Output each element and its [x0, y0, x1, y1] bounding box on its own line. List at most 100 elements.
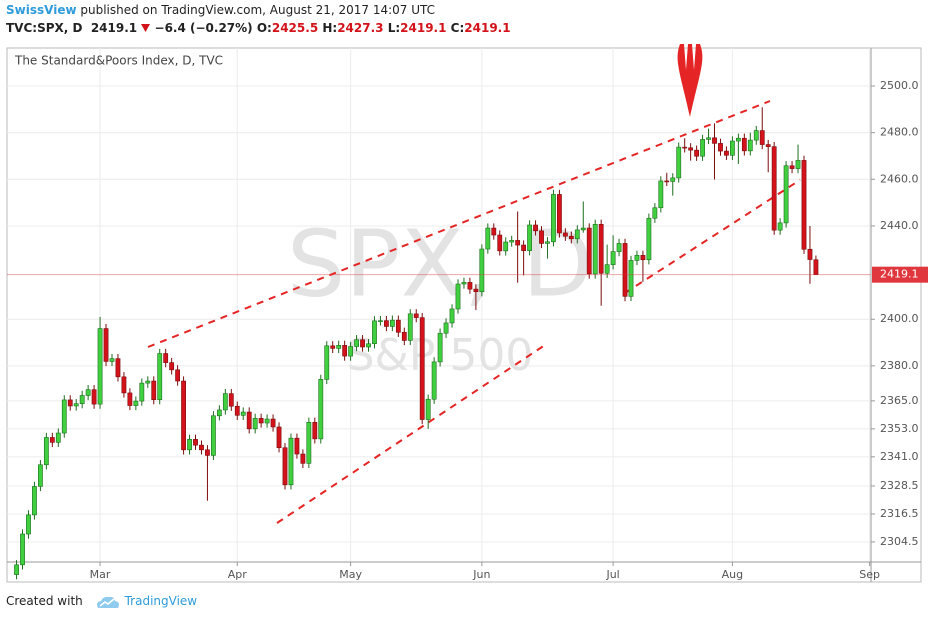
candle-body	[455, 283, 461, 310]
published: published on TradingView.com, August 21,…	[80, 3, 436, 17]
candle-body	[318, 379, 324, 440]
candle-body	[562, 232, 568, 237]
candle-body	[145, 380, 151, 384]
h-label: H:	[322, 21, 338, 35]
x-tick-label: Jun	[472, 568, 490, 581]
candle-body	[360, 339, 365, 348]
candle-body	[574, 229, 580, 240]
candle-body	[413, 313, 419, 318]
candle-body	[795, 160, 801, 169]
candle-body	[372, 320, 377, 345]
candle-body	[580, 227, 586, 231]
candle-body	[533, 224, 538, 232]
candle-body	[688, 147, 694, 151]
candle-body	[264, 418, 270, 424]
candle-body	[151, 380, 157, 400]
candle-body	[682, 146, 688, 149]
candle-body	[234, 405, 240, 416]
c-label: C:	[450, 21, 465, 35]
candle-body	[73, 403, 79, 407]
candle-body	[103, 328, 109, 362]
candle-body	[592, 224, 598, 275]
y-tick-label: 2460.0	[880, 172, 919, 185]
candle-body	[503, 241, 509, 252]
candle-body	[79, 395, 85, 404]
candle-body	[765, 144, 771, 147]
candle-body	[258, 418, 264, 424]
candle-body	[288, 437, 294, 486]
candle-body	[479, 248, 485, 293]
candle-body	[634, 255, 640, 261]
footer: Created with TradingView	[6, 594, 197, 609]
candle-body	[491, 227, 497, 236]
candle-body	[336, 345, 342, 349]
candle-body	[395, 319, 401, 333]
candle-body	[175, 369, 181, 382]
candle-body	[724, 150, 729, 156]
x-tick-label: Apr	[228, 568, 248, 581]
y-tick-label: 2365.0	[880, 394, 919, 407]
candle-body	[157, 353, 163, 400]
candle-body	[670, 177, 676, 182]
y-tick-label: 2341.0	[880, 450, 919, 463]
candle-body	[515, 240, 521, 246]
x-tick-label: Jul	[605, 568, 619, 581]
candle-body	[747, 139, 753, 152]
candle-body	[67, 399, 73, 407]
candle-body	[324, 345, 330, 380]
candle-body	[228, 393, 234, 407]
y-tick-label: 2353.0	[880, 422, 919, 435]
candle-body	[121, 376, 127, 394]
candle-body	[545, 241, 550, 244]
candle-body	[640, 255, 646, 261]
candle-body	[163, 353, 169, 363]
candle-body	[622, 243, 628, 297]
candle-body	[306, 422, 312, 464]
chart-title: The Standard&Poors Index, D, TVC	[14, 54, 223, 68]
y-tick-label: 2380.0	[880, 359, 919, 372]
candle-body	[407, 313, 413, 341]
candle-body	[276, 426, 282, 449]
candle-body	[431, 361, 437, 400]
candle-body	[807, 248, 813, 260]
candle-body	[449, 308, 455, 324]
candle-body	[294, 437, 300, 455]
candle-body	[109, 358, 115, 362]
y-tick-label: 2400.0	[880, 312, 919, 325]
y-tick-label: 2304.5	[880, 535, 919, 548]
candle-body	[700, 139, 705, 157]
candle-body	[676, 146, 682, 179]
candle-body	[61, 399, 67, 434]
candle-body	[741, 137, 747, 152]
candle-body	[246, 411, 252, 430]
candle-body	[521, 244, 527, 251]
candle-body	[354, 339, 359, 347]
x-tick-label: Aug	[722, 568, 743, 581]
candle-body	[85, 389, 91, 396]
candle-body	[193, 439, 198, 446]
candle-body	[38, 464, 43, 487]
y-tick-label: 2316.5	[880, 507, 919, 520]
candle-body	[222, 393, 228, 411]
l-value: 2419.1	[400, 21, 447, 35]
candle-body	[216, 409, 222, 417]
candle-body	[610, 251, 616, 265]
chart-frame	[6, 47, 922, 583]
publish-line: SwissView published on TradingView.com, …	[6, 3, 435, 17]
candle-body	[801, 160, 807, 250]
candle-body	[771, 146, 777, 231]
down-icon	[141, 24, 151, 32]
y-tick-label: 2328.5	[880, 479, 919, 492]
candle-body	[419, 317, 425, 420]
candle-body	[497, 234, 503, 252]
candle-body	[718, 143, 723, 152]
candle-body	[443, 322, 449, 334]
candle-body	[604, 264, 610, 274]
candle-body	[187, 439, 192, 451]
h-value: 2427.3	[337, 21, 384, 35]
candle-body	[97, 328, 103, 405]
candle-body	[694, 149, 700, 157]
candle-body	[330, 345, 336, 349]
